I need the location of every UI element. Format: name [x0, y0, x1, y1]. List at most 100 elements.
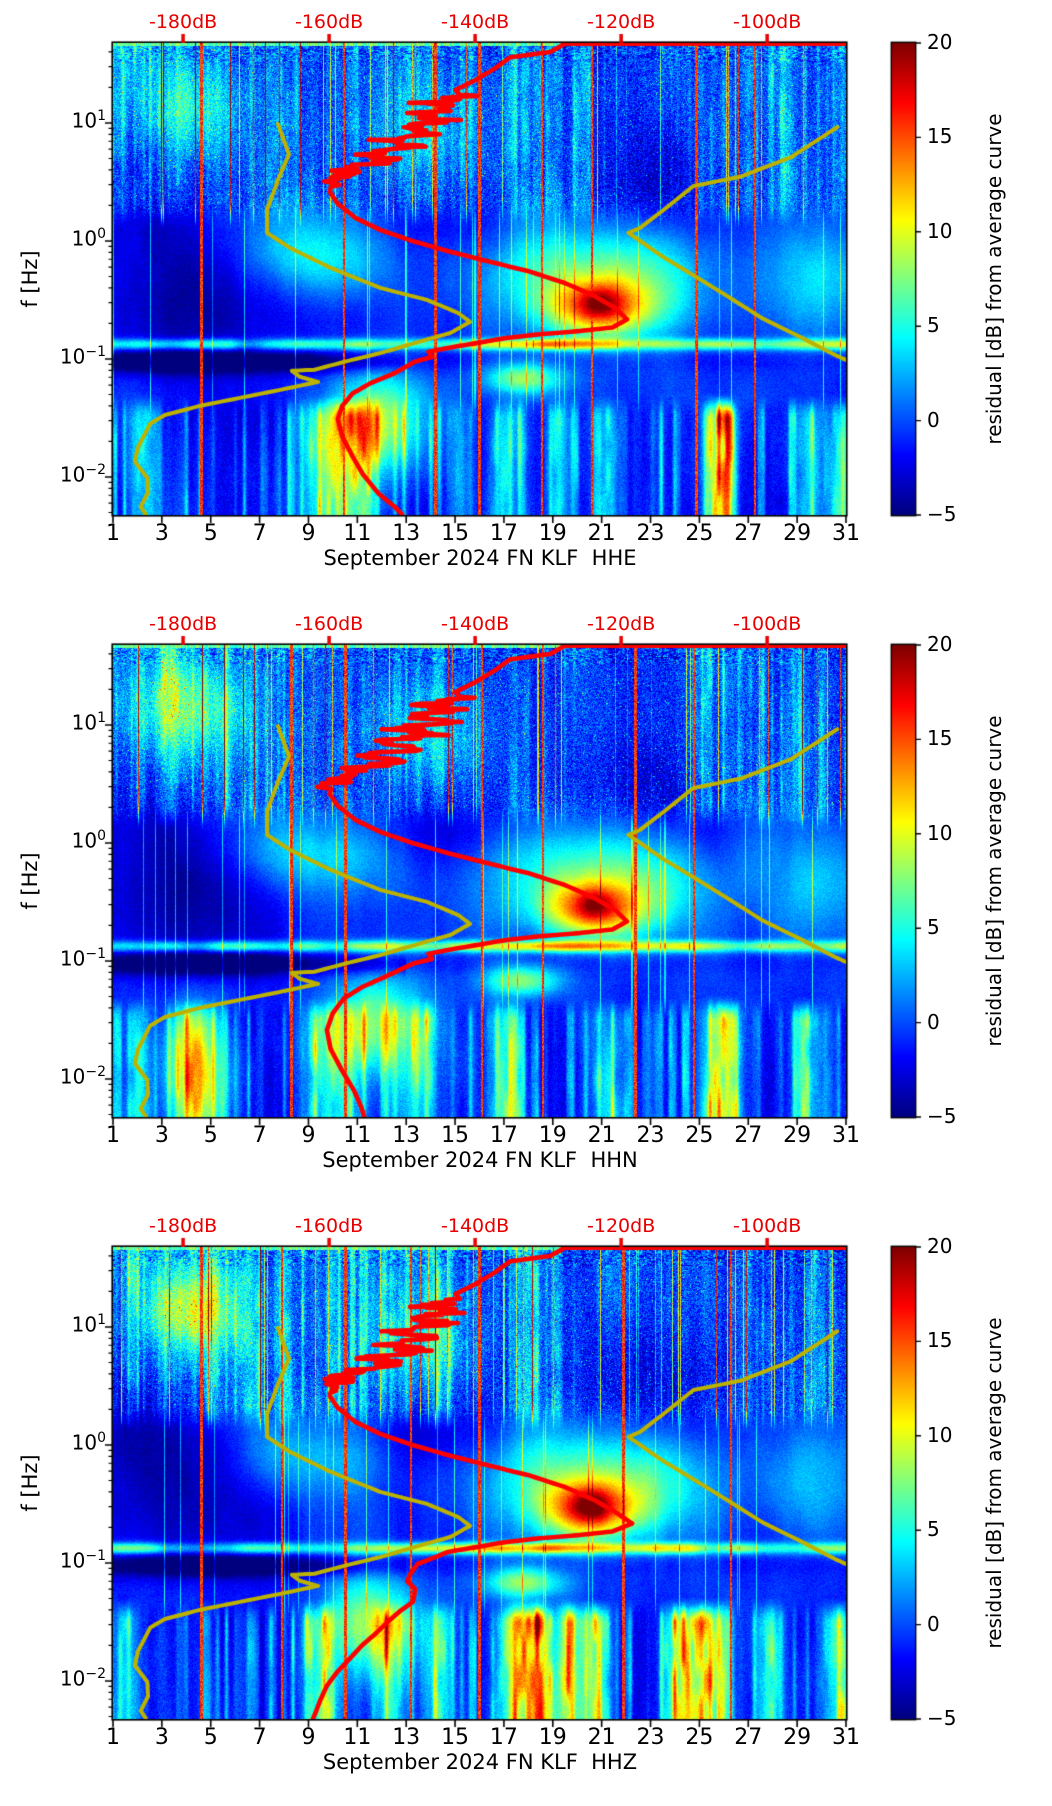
- x-axis-label-hhe: September 2024 FN KLF HHE: [323, 546, 637, 570]
- y-axis-label: f [Hz]: [18, 852, 42, 910]
- colorbar-tick-label: 10: [927, 218, 953, 243]
- colorbar-label: residual [dB] from average curve: [982, 1317, 1006, 1649]
- x-tick-label: 27: [734, 521, 763, 546]
- y-tick-label: 101: [71, 709, 106, 735]
- y-tick-label: 10−1: [59, 1547, 106, 1573]
- x-tick-label: 3: [154, 521, 169, 546]
- x-tick-label: 7: [252, 1725, 267, 1750]
- y-tick-label: 100: [71, 225, 106, 251]
- colorbar-tick-label: 10: [927, 1422, 953, 1447]
- y-tick-label: 100: [71, 827, 106, 853]
- x-tick-label: 9: [301, 1725, 316, 1750]
- x-tick-label: 27: [734, 1725, 763, 1750]
- x-tick-label: 29: [783, 1123, 812, 1148]
- top-db-tick-label: -100dB: [733, 1215, 802, 1237]
- x-tick-label: 25: [685, 521, 714, 546]
- colorbar-tick-label: 15: [927, 1328, 953, 1353]
- x-tick-label: 1: [106, 1725, 120, 1750]
- x-tick-label: 5: [203, 521, 218, 546]
- top-db-tick-label: -180dB: [148, 1215, 218, 1237]
- panel-hhz: f [Hz] September 2024 FN KLF HHZ residua…: [0, 1204, 1052, 1806]
- top-db-tick-label: -180dB: [148, 613, 218, 635]
- y-tick-label: 101: [71, 107, 106, 133]
- x-tick-label: 11: [343, 521, 372, 546]
- spectrogram-canvas-hhn: [0, 602, 1052, 1204]
- top-db-tick-label: -180dB: [148, 11, 218, 33]
- colorbar-tick-label: −5: [927, 502, 957, 526]
- x-tick-label: 25: [685, 1123, 714, 1148]
- y-tick-label: 10−2: [59, 1665, 106, 1691]
- y-tick-label: 10−1: [59, 343, 106, 369]
- top-db-tick-label: -120dB: [587, 613, 656, 635]
- colorbar-tick-label: 20: [927, 30, 953, 54]
- x-tick-label: 17: [489, 521, 518, 546]
- y-tick-label: 10−2: [59, 461, 106, 487]
- x-tick-label: 31: [832, 1123, 860, 1148]
- colorbar-tick-label: 15: [927, 124, 953, 149]
- top-db-tick-label: -120dB: [587, 11, 656, 33]
- x-tick-label: 13: [392, 521, 421, 546]
- colorbar-tick-label: 15: [927, 726, 953, 751]
- colorbar-tick-label: 5: [927, 313, 940, 338]
- top-db-tick-label: -100dB: [733, 613, 802, 635]
- colorbar-tick-label: 0: [927, 407, 940, 432]
- x-tick-label: 9: [301, 1123, 316, 1148]
- colorbar-tick-label: −5: [927, 1104, 957, 1128]
- colorbar-label: residual [dB] from average curve: [982, 715, 1006, 1047]
- x-tick-label: 21: [587, 1725, 616, 1750]
- x-tick-label: 21: [587, 521, 616, 546]
- y-tick-label: 100: [71, 1429, 106, 1455]
- x-tick-label: 15: [441, 1725, 470, 1750]
- colorbar-tick-label: 0: [927, 1009, 940, 1034]
- top-db-tick-label: -140dB: [441, 613, 510, 635]
- x-tick-label: 5: [203, 1725, 218, 1750]
- x-tick-label: 25: [685, 1725, 714, 1750]
- y-tick-label: 10−2: [59, 1063, 106, 1089]
- x-tick-label: 13: [392, 1123, 421, 1148]
- y-axis-label: f [Hz]: [18, 1454, 42, 1512]
- x-tick-label: 23: [636, 1725, 665, 1750]
- spectrogram-canvas-hhz: [0, 1204, 1052, 1806]
- x-tick-label: 21: [587, 1123, 616, 1148]
- y-tick-label: 10−1: [59, 945, 106, 971]
- x-tick-label: 15: [441, 521, 470, 546]
- top-db-tick-label: -140dB: [441, 1215, 510, 1237]
- y-tick-label: 101: [71, 1311, 106, 1337]
- x-tick-label: 1: [106, 1123, 120, 1148]
- panel-hhn: f [Hz] September 2024 FN KLF HHN residua…: [0, 602, 1052, 1204]
- colorbar-tick-label: 0: [927, 1611, 940, 1636]
- x-tick-label: 17: [489, 1725, 518, 1750]
- x-tick-label: 17: [489, 1123, 518, 1148]
- x-tick-label: 13: [392, 1725, 421, 1750]
- x-tick-label: 1: [106, 521, 120, 546]
- colorbar-tick-label: −5: [927, 1706, 957, 1730]
- x-tick-label: 29: [783, 521, 812, 546]
- top-db-tick-label: -120dB: [587, 1215, 656, 1237]
- x-tick-label: 9: [301, 521, 316, 546]
- x-tick-label: 19: [538, 1123, 567, 1148]
- x-axis-label-hhz: September 2024 FN KLF HHZ: [322, 1750, 638, 1774]
- x-tick-label: 7: [252, 521, 267, 546]
- top-db-tick-label: -160dB: [294, 11, 364, 33]
- colorbar-tick-label: 10: [927, 820, 953, 845]
- x-tick-label: 31: [832, 521, 860, 546]
- x-tick-label: 3: [154, 1725, 169, 1750]
- top-db-tick-label: -140dB: [441, 11, 510, 33]
- top-db-tick-label: -160dB: [294, 1215, 364, 1237]
- colorbar-label: residual [dB] from average curve: [982, 113, 1006, 445]
- x-tick-label: 11: [343, 1725, 372, 1750]
- colorbar-tick-label: 5: [927, 1517, 940, 1542]
- colorbar-tick-label: 20: [927, 632, 953, 656]
- x-tick-label: 3: [154, 1123, 169, 1148]
- spectrogram-canvas-hhe: [0, 0, 1052, 602]
- x-tick-label: 15: [441, 1123, 470, 1148]
- x-tick-label: 7: [252, 1123, 267, 1148]
- x-tick-label: 19: [538, 521, 567, 546]
- top-db-tick-label: -100dB: [733, 11, 802, 33]
- colorbar-tick-label: 20: [927, 1234, 953, 1258]
- x-axis-label-hhn: September 2024 FN KLF HHN: [322, 1148, 638, 1172]
- panel-hhe: f [Hz] September 2024 FN KLF HHE residua…: [0, 0, 1052, 602]
- x-tick-label: 31: [832, 1725, 860, 1750]
